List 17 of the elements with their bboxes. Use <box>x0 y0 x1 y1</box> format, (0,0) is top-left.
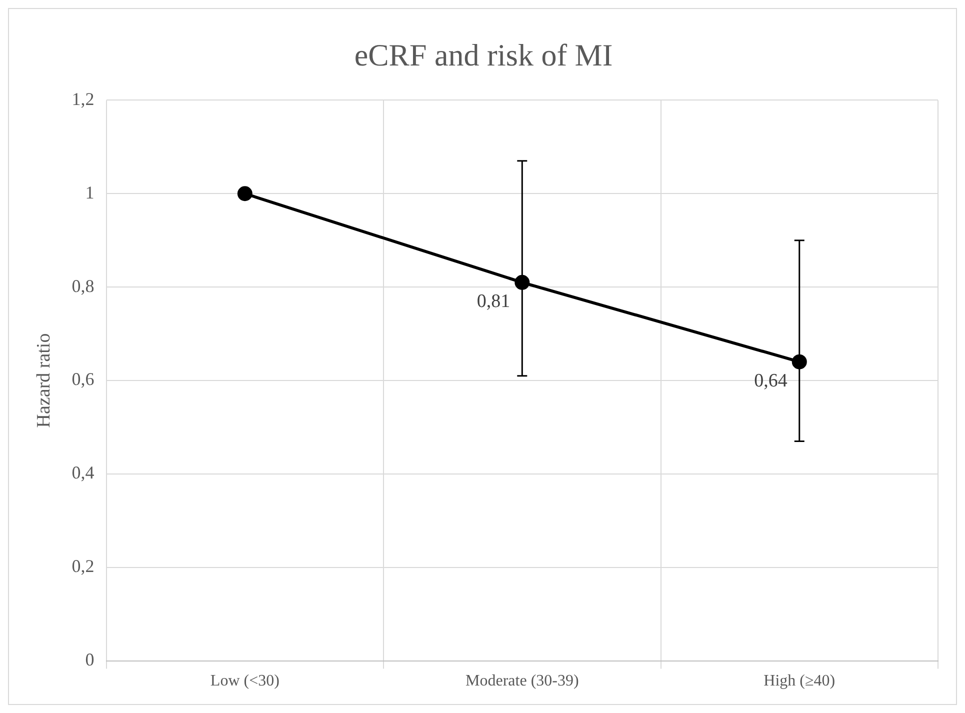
x-tick-label: Moderate (30-39) <box>466 672 579 690</box>
y-tick-label: 0,6 <box>72 369 94 390</box>
y-tick-label: 0,2 <box>72 556 94 576</box>
chart-title: eCRF and risk of MI <box>354 38 613 73</box>
y-tick-label: 1 <box>85 182 94 202</box>
y-tick-label: 0,8 <box>72 276 94 296</box>
data-label: 0,64 <box>754 370 788 392</box>
x-tick-label: Low (<30) <box>210 672 280 690</box>
x-tick-label: High (≥40) <box>764 672 836 690</box>
data-label: 0,81 <box>476 290 510 312</box>
y-tick-label: 1,2 <box>72 88 94 109</box>
point <box>792 354 807 370</box>
y-axis-title: Hazard ratio <box>33 333 54 428</box>
point <box>514 274 530 290</box>
point <box>237 186 252 202</box>
y-tick-label: 0 <box>85 650 94 670</box>
y-tick-label: 0,4 <box>72 462 94 483</box>
